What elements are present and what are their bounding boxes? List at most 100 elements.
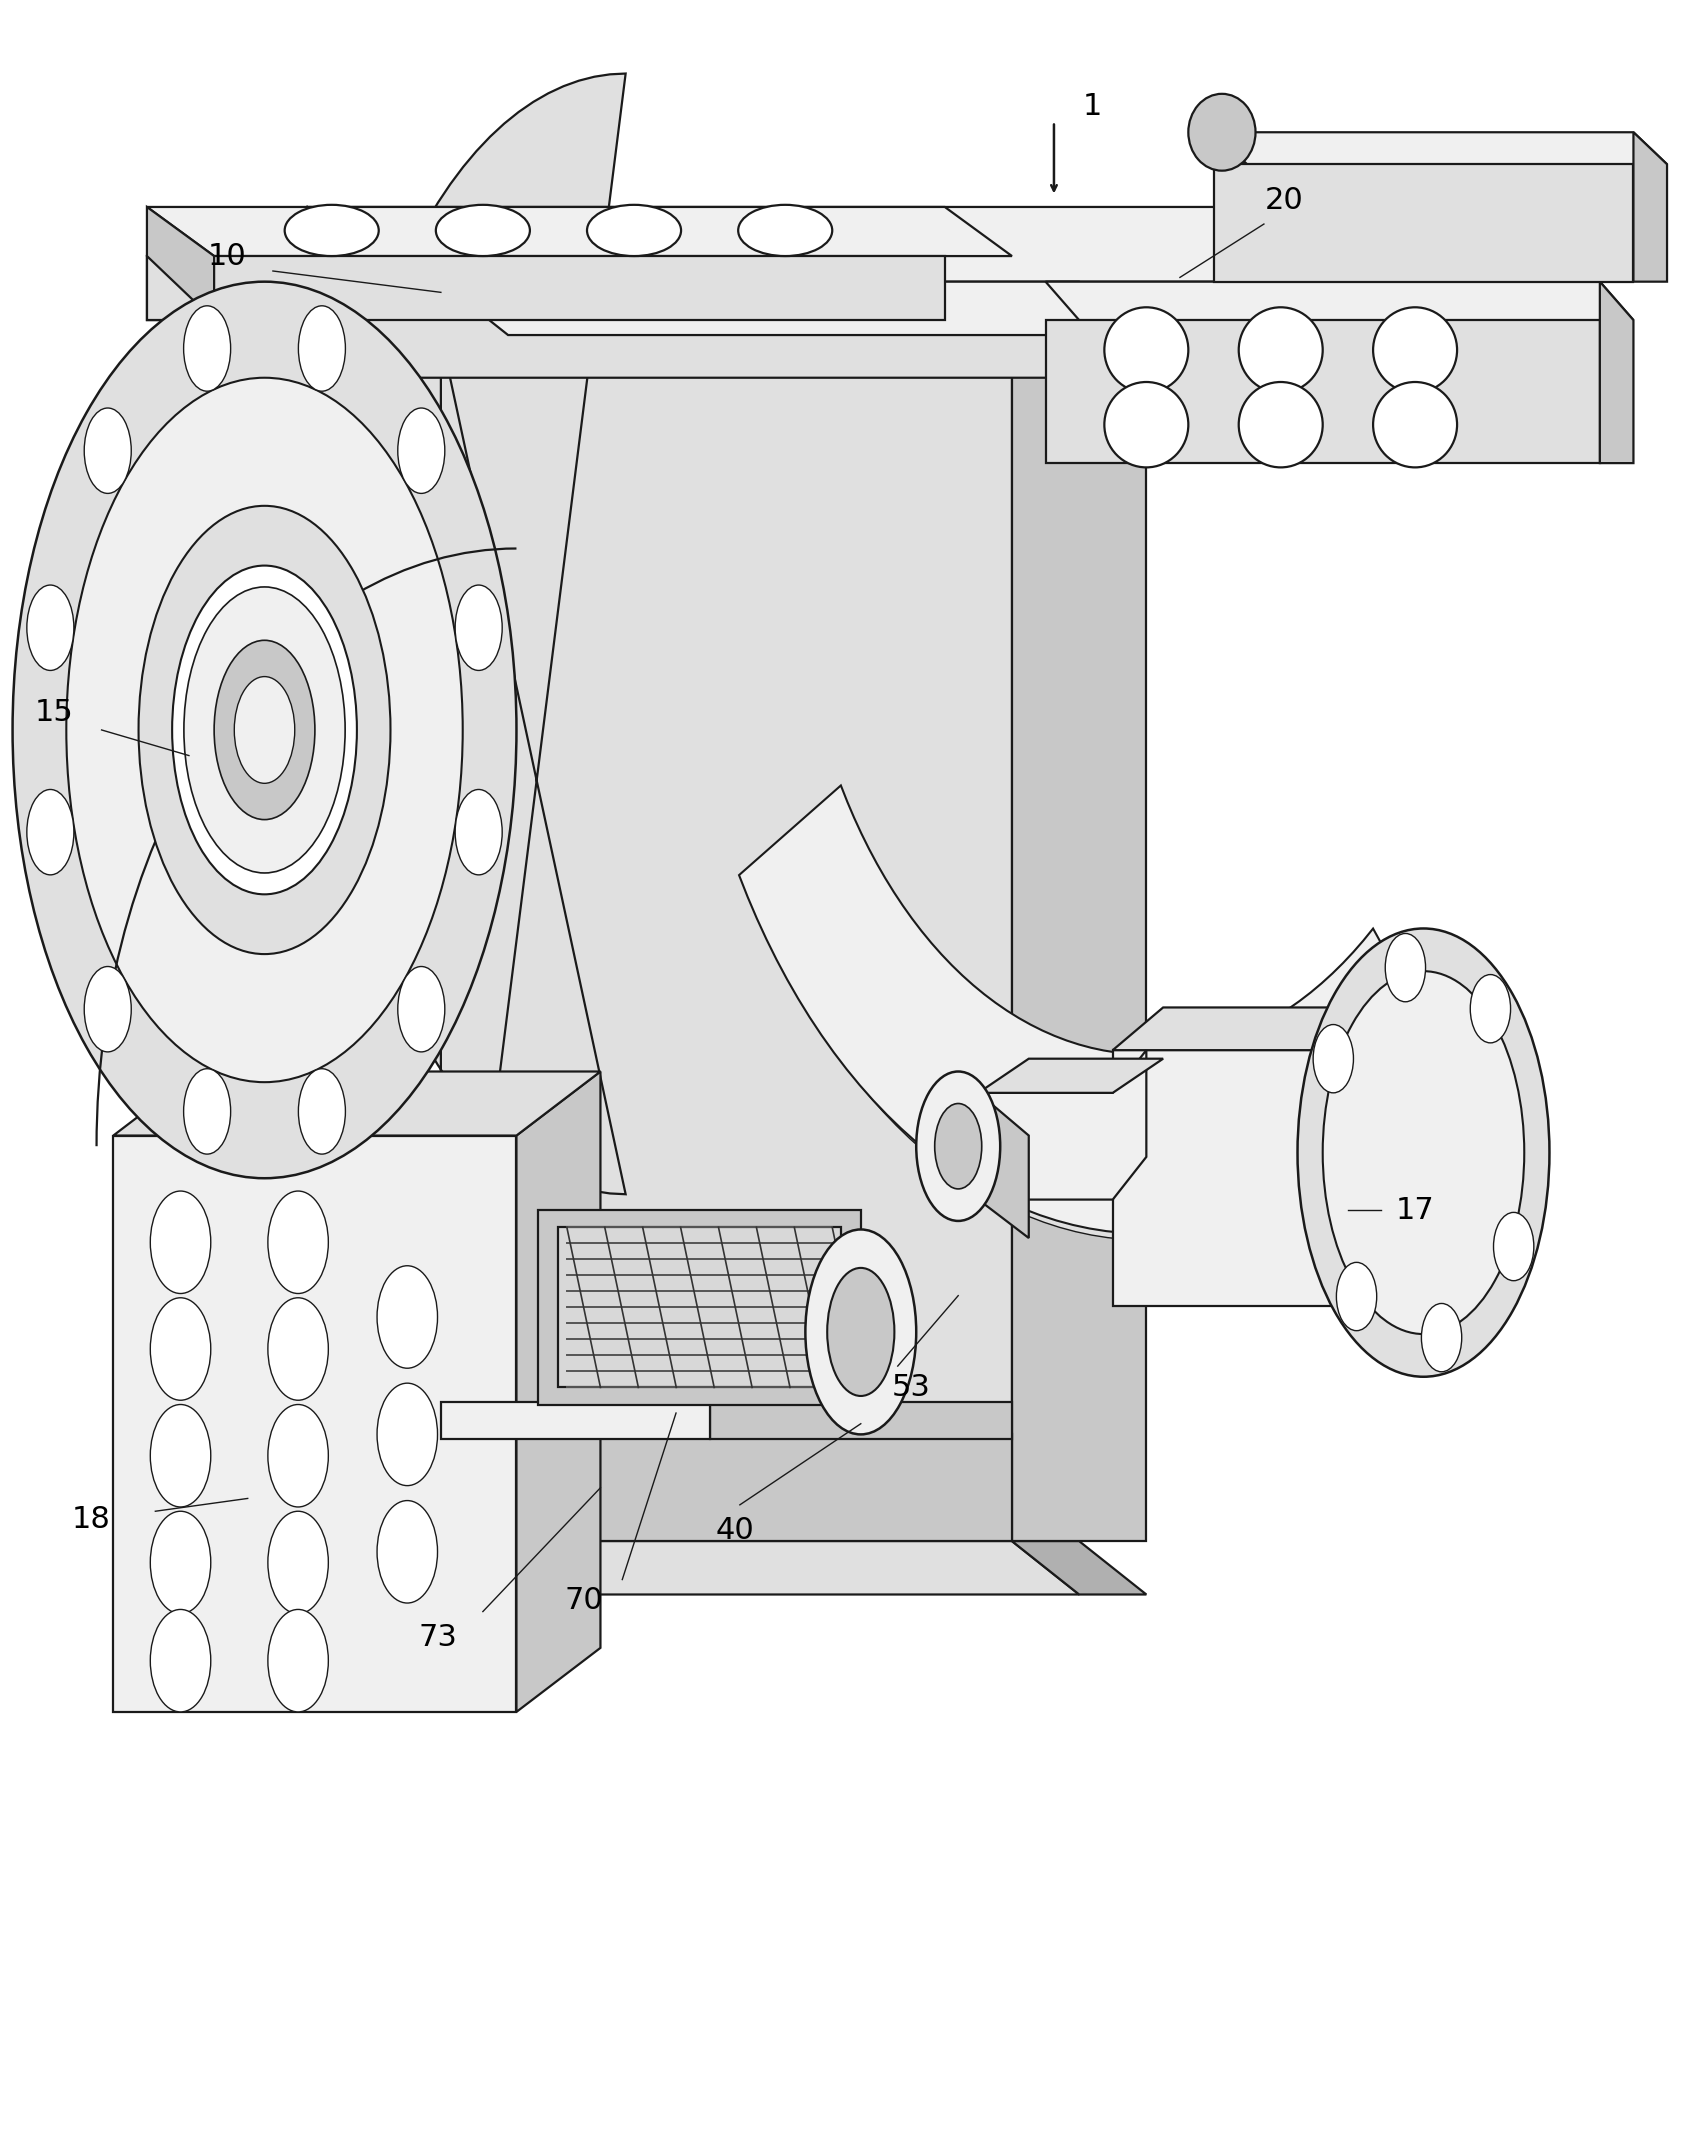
Polygon shape bbox=[147, 255, 945, 319]
Text: 20: 20 bbox=[1264, 186, 1303, 214]
Polygon shape bbox=[307, 208, 1482, 281]
Ellipse shape bbox=[436, 206, 530, 255]
Ellipse shape bbox=[1470, 975, 1511, 1044]
Text: 73: 73 bbox=[419, 1622, 457, 1652]
Polygon shape bbox=[147, 208, 214, 319]
Polygon shape bbox=[1045, 319, 1600, 463]
Ellipse shape bbox=[1239, 381, 1323, 467]
Polygon shape bbox=[1634, 133, 1668, 281]
Ellipse shape bbox=[184, 587, 344, 872]
Ellipse shape bbox=[587, 206, 680, 255]
Text: 17: 17 bbox=[1396, 1196, 1435, 1226]
Polygon shape bbox=[753, 829, 1438, 1241]
Ellipse shape bbox=[398, 966, 446, 1052]
Ellipse shape bbox=[1372, 306, 1457, 392]
Ellipse shape bbox=[299, 306, 346, 392]
Ellipse shape bbox=[285, 206, 378, 255]
Ellipse shape bbox=[1313, 1024, 1354, 1093]
Ellipse shape bbox=[12, 281, 517, 1179]
Ellipse shape bbox=[268, 1511, 329, 1614]
Text: 1: 1 bbox=[1084, 92, 1102, 122]
Polygon shape bbox=[441, 281, 1146, 334]
Polygon shape bbox=[441, 334, 1013, 1541]
Ellipse shape bbox=[1298, 928, 1550, 1376]
Ellipse shape bbox=[1386, 934, 1426, 1001]
Text: 53: 53 bbox=[891, 1374, 930, 1402]
Ellipse shape bbox=[1104, 306, 1188, 392]
Ellipse shape bbox=[138, 506, 390, 954]
Ellipse shape bbox=[214, 641, 316, 819]
Ellipse shape bbox=[84, 407, 132, 493]
Ellipse shape bbox=[268, 1192, 329, 1294]
Ellipse shape bbox=[456, 789, 503, 874]
Text: 70: 70 bbox=[564, 1586, 603, 1616]
Polygon shape bbox=[333, 73, 626, 1541]
Polygon shape bbox=[1214, 165, 1634, 281]
Ellipse shape bbox=[376, 1267, 437, 1367]
Ellipse shape bbox=[150, 1609, 211, 1712]
Polygon shape bbox=[979, 1093, 1028, 1239]
Polygon shape bbox=[441, 1541, 1079, 1594]
Polygon shape bbox=[1045, 281, 1634, 319]
Ellipse shape bbox=[1337, 1262, 1377, 1331]
Text: 40: 40 bbox=[716, 1515, 755, 1545]
Ellipse shape bbox=[27, 789, 74, 874]
Ellipse shape bbox=[398, 407, 446, 493]
Ellipse shape bbox=[738, 206, 832, 255]
Ellipse shape bbox=[805, 1230, 917, 1434]
Ellipse shape bbox=[1239, 306, 1323, 392]
Ellipse shape bbox=[299, 1069, 346, 1155]
Ellipse shape bbox=[827, 1269, 895, 1395]
Ellipse shape bbox=[172, 566, 356, 894]
Polygon shape bbox=[307, 208, 407, 377]
Polygon shape bbox=[441, 1434, 1013, 1541]
Polygon shape bbox=[113, 1072, 601, 1136]
Ellipse shape bbox=[1323, 971, 1524, 1335]
Ellipse shape bbox=[235, 677, 295, 784]
Polygon shape bbox=[147, 208, 1013, 255]
Polygon shape bbox=[517, 1072, 601, 1712]
Polygon shape bbox=[1013, 334, 1146, 1541]
Ellipse shape bbox=[376, 1500, 437, 1603]
Polygon shape bbox=[1349, 1007, 1398, 1307]
Ellipse shape bbox=[66, 377, 463, 1082]
Text: 18: 18 bbox=[73, 1504, 111, 1534]
Polygon shape bbox=[1381, 208, 1482, 377]
Ellipse shape bbox=[1372, 381, 1457, 467]
Ellipse shape bbox=[1421, 1303, 1462, 1372]
Polygon shape bbox=[538, 1211, 861, 1404]
Ellipse shape bbox=[376, 1382, 437, 1485]
Ellipse shape bbox=[917, 1072, 1001, 1222]
Text: 15: 15 bbox=[35, 699, 74, 726]
Polygon shape bbox=[147, 208, 307, 319]
Ellipse shape bbox=[1188, 94, 1256, 171]
Polygon shape bbox=[1013, 1541, 1146, 1594]
Polygon shape bbox=[979, 1050, 1146, 1200]
Ellipse shape bbox=[1104, 381, 1188, 467]
Ellipse shape bbox=[150, 1511, 211, 1614]
Polygon shape bbox=[709, 1402, 1013, 1438]
Ellipse shape bbox=[1494, 1213, 1534, 1282]
Ellipse shape bbox=[456, 585, 503, 671]
Ellipse shape bbox=[27, 585, 74, 671]
Polygon shape bbox=[559, 1228, 841, 1387]
Ellipse shape bbox=[84, 966, 132, 1052]
Ellipse shape bbox=[184, 306, 231, 392]
Polygon shape bbox=[441, 1402, 709, 1438]
Ellipse shape bbox=[150, 1299, 211, 1399]
Text: 10: 10 bbox=[208, 242, 246, 270]
Ellipse shape bbox=[268, 1404, 329, 1507]
Polygon shape bbox=[739, 786, 1448, 1234]
Polygon shape bbox=[1214, 133, 1668, 165]
Ellipse shape bbox=[150, 1192, 211, 1294]
Polygon shape bbox=[979, 1059, 1163, 1093]
Polygon shape bbox=[1112, 1050, 1349, 1307]
Polygon shape bbox=[307, 302, 1482, 377]
Ellipse shape bbox=[150, 1404, 211, 1507]
Ellipse shape bbox=[268, 1609, 329, 1712]
Polygon shape bbox=[1112, 1007, 1398, 1050]
Polygon shape bbox=[1600, 281, 1634, 463]
Ellipse shape bbox=[184, 1069, 231, 1155]
Ellipse shape bbox=[268, 1299, 329, 1399]
Polygon shape bbox=[113, 1136, 517, 1712]
